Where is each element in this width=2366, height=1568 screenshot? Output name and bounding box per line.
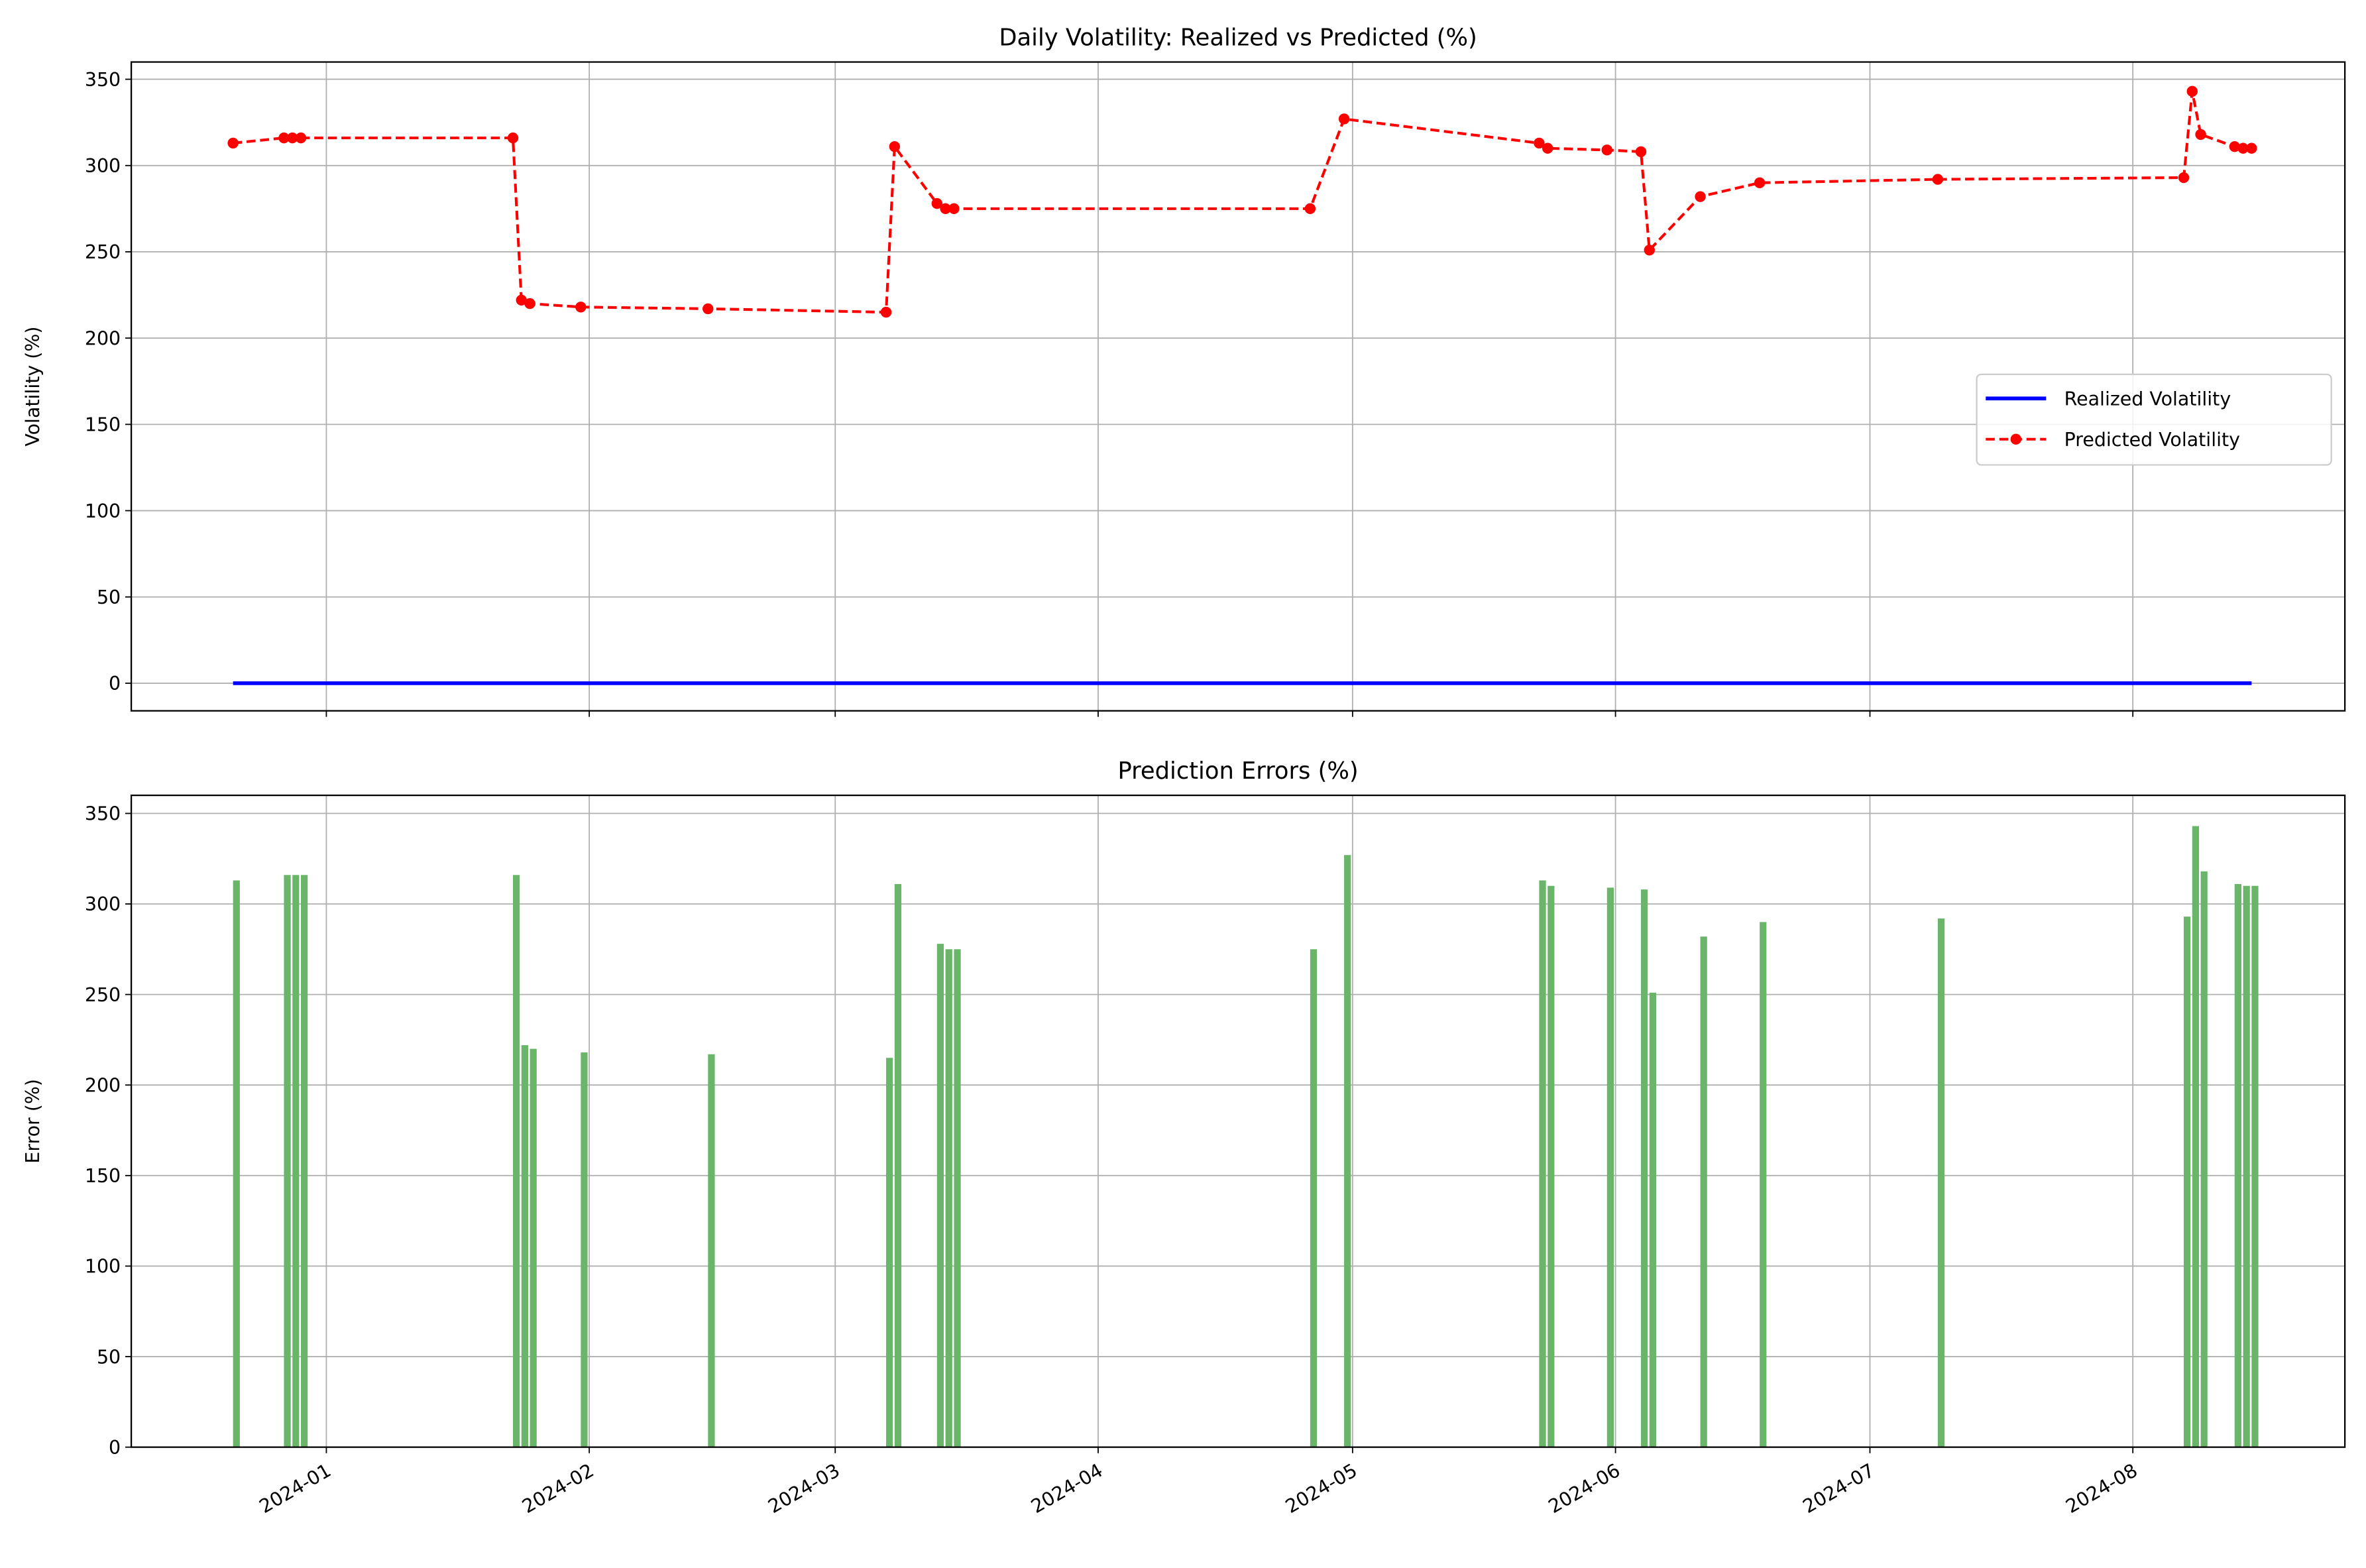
y-tick-label: 100 (85, 500, 121, 522)
bar (708, 1054, 715, 1447)
x-tick-label: 2024-04 (1027, 1459, 1106, 1518)
point-marker (1338, 113, 1350, 125)
y-tick-label: 250 (85, 984, 121, 1006)
point-marker (2195, 129, 2206, 140)
bar (945, 949, 952, 1447)
y-tick-label: 350 (85, 803, 121, 825)
point-marker (278, 132, 290, 144)
point-marker (524, 298, 535, 309)
y-tick-label: 50 (97, 587, 121, 608)
point-marker (1754, 177, 1766, 189)
bar (1344, 855, 1351, 1447)
point-marker (516, 294, 527, 306)
x-tick-label: 2024-05 (1282, 1459, 1361, 1518)
chart-title: Daily Volatility: Realized vs Predicted … (999, 25, 1477, 52)
y-tick-label: 150 (85, 414, 121, 436)
point-marker (287, 132, 298, 144)
bar (954, 949, 961, 1447)
y-tick-label: 0 (109, 673, 121, 695)
y-tick-label: 200 (85, 1074, 121, 1096)
bar (936, 944, 944, 1447)
x-tick-label: 2024-01 (256, 1459, 335, 1518)
bar (301, 875, 308, 1447)
bar (2200, 871, 2208, 1447)
x-tick-label: 2024-07 (1799, 1459, 1878, 1518)
point-marker (940, 203, 951, 215)
point-marker (1534, 137, 1545, 149)
series-line (233, 91, 2252, 314)
y-tick-label: 50 (97, 1346, 121, 1368)
legend-label: Predicted Volatility (2064, 429, 2240, 451)
y-tick-label: 350 (85, 69, 121, 91)
point-marker (948, 203, 960, 215)
bar (886, 1058, 893, 1447)
bar (284, 875, 291, 1447)
x-tick-label: 2024-08 (2062, 1459, 2141, 1518)
y-axis-label: Error (%) (22, 1079, 44, 1164)
point-marker (2246, 142, 2257, 154)
bar (581, 1052, 588, 1447)
bar (2192, 826, 2200, 1447)
y-tick-label: 200 (85, 327, 121, 349)
point-marker (575, 302, 587, 313)
bar (1606, 887, 1614, 1447)
bar (2251, 885, 2259, 1447)
bar (1649, 992, 1656, 1447)
bar (2234, 883, 2242, 1447)
point-marker (227, 137, 239, 149)
legend-box (1976, 373, 2332, 466)
axes-frame (130, 61, 2346, 712)
bar (521, 1045, 528, 1447)
point-marker (1644, 245, 1655, 256)
point-marker (2237, 142, 2249, 154)
legend-label: Realized Volatility (2064, 388, 2231, 410)
point-marker (507, 132, 519, 144)
y-tick-label: 0 (109, 1437, 121, 1459)
chart-title: Prediction Errors (%) (1118, 757, 1359, 785)
point-marker (1695, 191, 1706, 202)
point-marker (295, 132, 307, 144)
y-tick-label: 150 (85, 1165, 121, 1187)
bar (1548, 885, 1555, 1447)
bar (530, 1048, 537, 1447)
bar (894, 883, 902, 1447)
point-marker (1635, 146, 1647, 158)
point-marker (1932, 174, 1944, 185)
x-tick-label: 2024-02 (518, 1459, 597, 1518)
y-tick-label: 300 (85, 155, 121, 177)
point-marker (2229, 140, 2240, 152)
y-tick-label: 100 (85, 1256, 121, 1278)
bar (1640, 889, 1648, 1447)
point-marker (1542, 142, 1553, 154)
point-marker (889, 140, 901, 152)
bar (1937, 918, 1945, 1447)
bar (2183, 917, 2191, 1447)
bar (1310, 949, 1318, 1447)
bar (2243, 885, 2250, 1447)
point-marker (2178, 172, 2190, 184)
y-tick-label: 300 (85, 893, 121, 915)
point-marker (703, 303, 714, 315)
bar (1539, 880, 1546, 1447)
point-marker (1601, 144, 1612, 156)
bar (233, 880, 240, 1447)
y-tick-label: 250 (85, 241, 121, 263)
bar (1700, 936, 1707, 1447)
point-marker (931, 197, 943, 209)
bar (512, 875, 520, 1447)
x-tick-label: 2024-03 (764, 1459, 843, 1518)
bar (1760, 922, 1767, 1447)
y-axis-label: Volatility (%) (22, 327, 44, 447)
point-marker (2186, 85, 2198, 97)
point-marker (1304, 203, 1316, 215)
bar (292, 875, 300, 1447)
legend-marker (2010, 433, 2021, 445)
point-marker (880, 306, 892, 318)
x-tick-label: 2024-06 (1545, 1459, 1624, 1518)
axes-frame (130, 794, 2346, 1448)
